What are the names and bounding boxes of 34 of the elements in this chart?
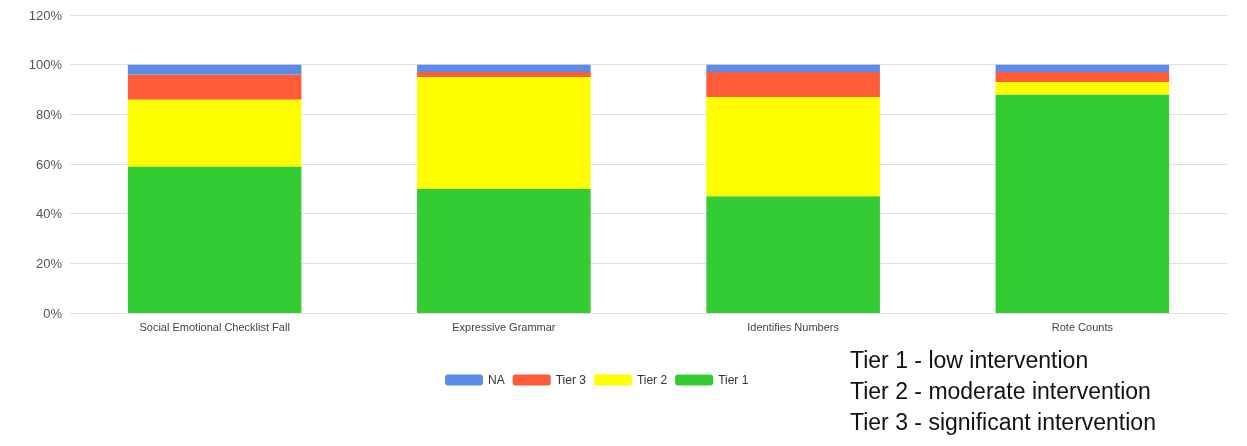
bar [417,77,591,189]
bar [127,99,302,167]
bar [127,74,302,100]
bar [417,188,591,313]
y-tick-label: 60% [35,156,63,172]
bar [417,72,591,78]
y-tick-label: 100% [28,57,63,73]
y-tick-label: 80% [35,106,63,122]
legend-label: Tier 1 [718,373,749,387]
bar [706,72,880,97]
bar [995,72,1170,83]
bar [706,196,880,313]
x-tick-label: Identifies Numbers [747,320,840,333]
text: Tier 2 - moderate intervention [850,377,1152,406]
x-tick-label: Rote Counts [1051,320,1114,333]
y-tick-label: 40% [35,206,63,222]
bar [127,64,302,75]
y-tick-label: 120% [28,7,63,23]
y-tick-label: 0% [43,305,63,321]
y-tick-label: 20% [35,255,63,271]
bar [706,64,880,73]
text: Tier 3 - significant intervention [850,408,1156,437]
legend-label: NA [488,373,505,387]
bar [995,94,1170,313]
x-tick-label: Social Emotional Checklist Fall [139,320,290,333]
bar [706,96,880,197]
x-tick-label: Expressive Grammar [452,320,556,333]
bar [995,64,1170,73]
bar [417,64,591,73]
bar [127,166,302,313]
text: Tier 1 - low intervention [850,346,1090,375]
bar [995,82,1170,95]
legend-label: Tier 2 [636,373,668,387]
legend-label: Tier 3 [555,373,587,387]
